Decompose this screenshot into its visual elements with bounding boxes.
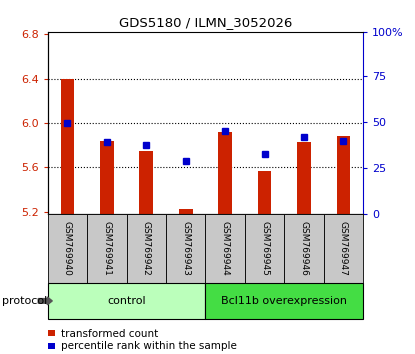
Text: GSM769943: GSM769943 (181, 221, 190, 276)
Text: GSM769945: GSM769945 (260, 221, 269, 276)
Bar (245, 214, 284, 283)
Text: GSM769946: GSM769946 (300, 221, 308, 276)
Bar (297, 142, 311, 214)
Bar (61, 79, 74, 214)
Bar (284, 214, 324, 283)
Bar (87, 214, 127, 283)
Bar (100, 141, 114, 214)
Bar (48, 283, 205, 319)
Bar (166, 214, 205, 283)
Bar (127, 214, 166, 283)
Text: GSM769940: GSM769940 (63, 221, 72, 276)
Text: Bcl11b overexpression: Bcl11b overexpression (221, 296, 347, 306)
Text: protocol: protocol (2, 296, 47, 306)
Bar (48, 214, 87, 283)
Bar (337, 136, 350, 214)
Title: GDS5180 / ILMN_3052026: GDS5180 / ILMN_3052026 (119, 16, 292, 29)
Bar (179, 209, 193, 214)
Text: control: control (107, 296, 146, 306)
Text: transformed count: transformed count (61, 329, 159, 339)
Bar (324, 214, 363, 283)
Bar (139, 151, 153, 214)
Bar (205, 283, 363, 319)
Text: percentile rank within the sample: percentile rank within the sample (61, 341, 237, 351)
Text: GSM769941: GSM769941 (103, 221, 111, 276)
Bar (218, 132, 232, 214)
Text: GSM769944: GSM769944 (221, 221, 229, 276)
Bar (205, 214, 245, 283)
Text: GSM769947: GSM769947 (339, 221, 348, 276)
Bar (258, 171, 271, 214)
Text: GSM769942: GSM769942 (142, 221, 151, 276)
